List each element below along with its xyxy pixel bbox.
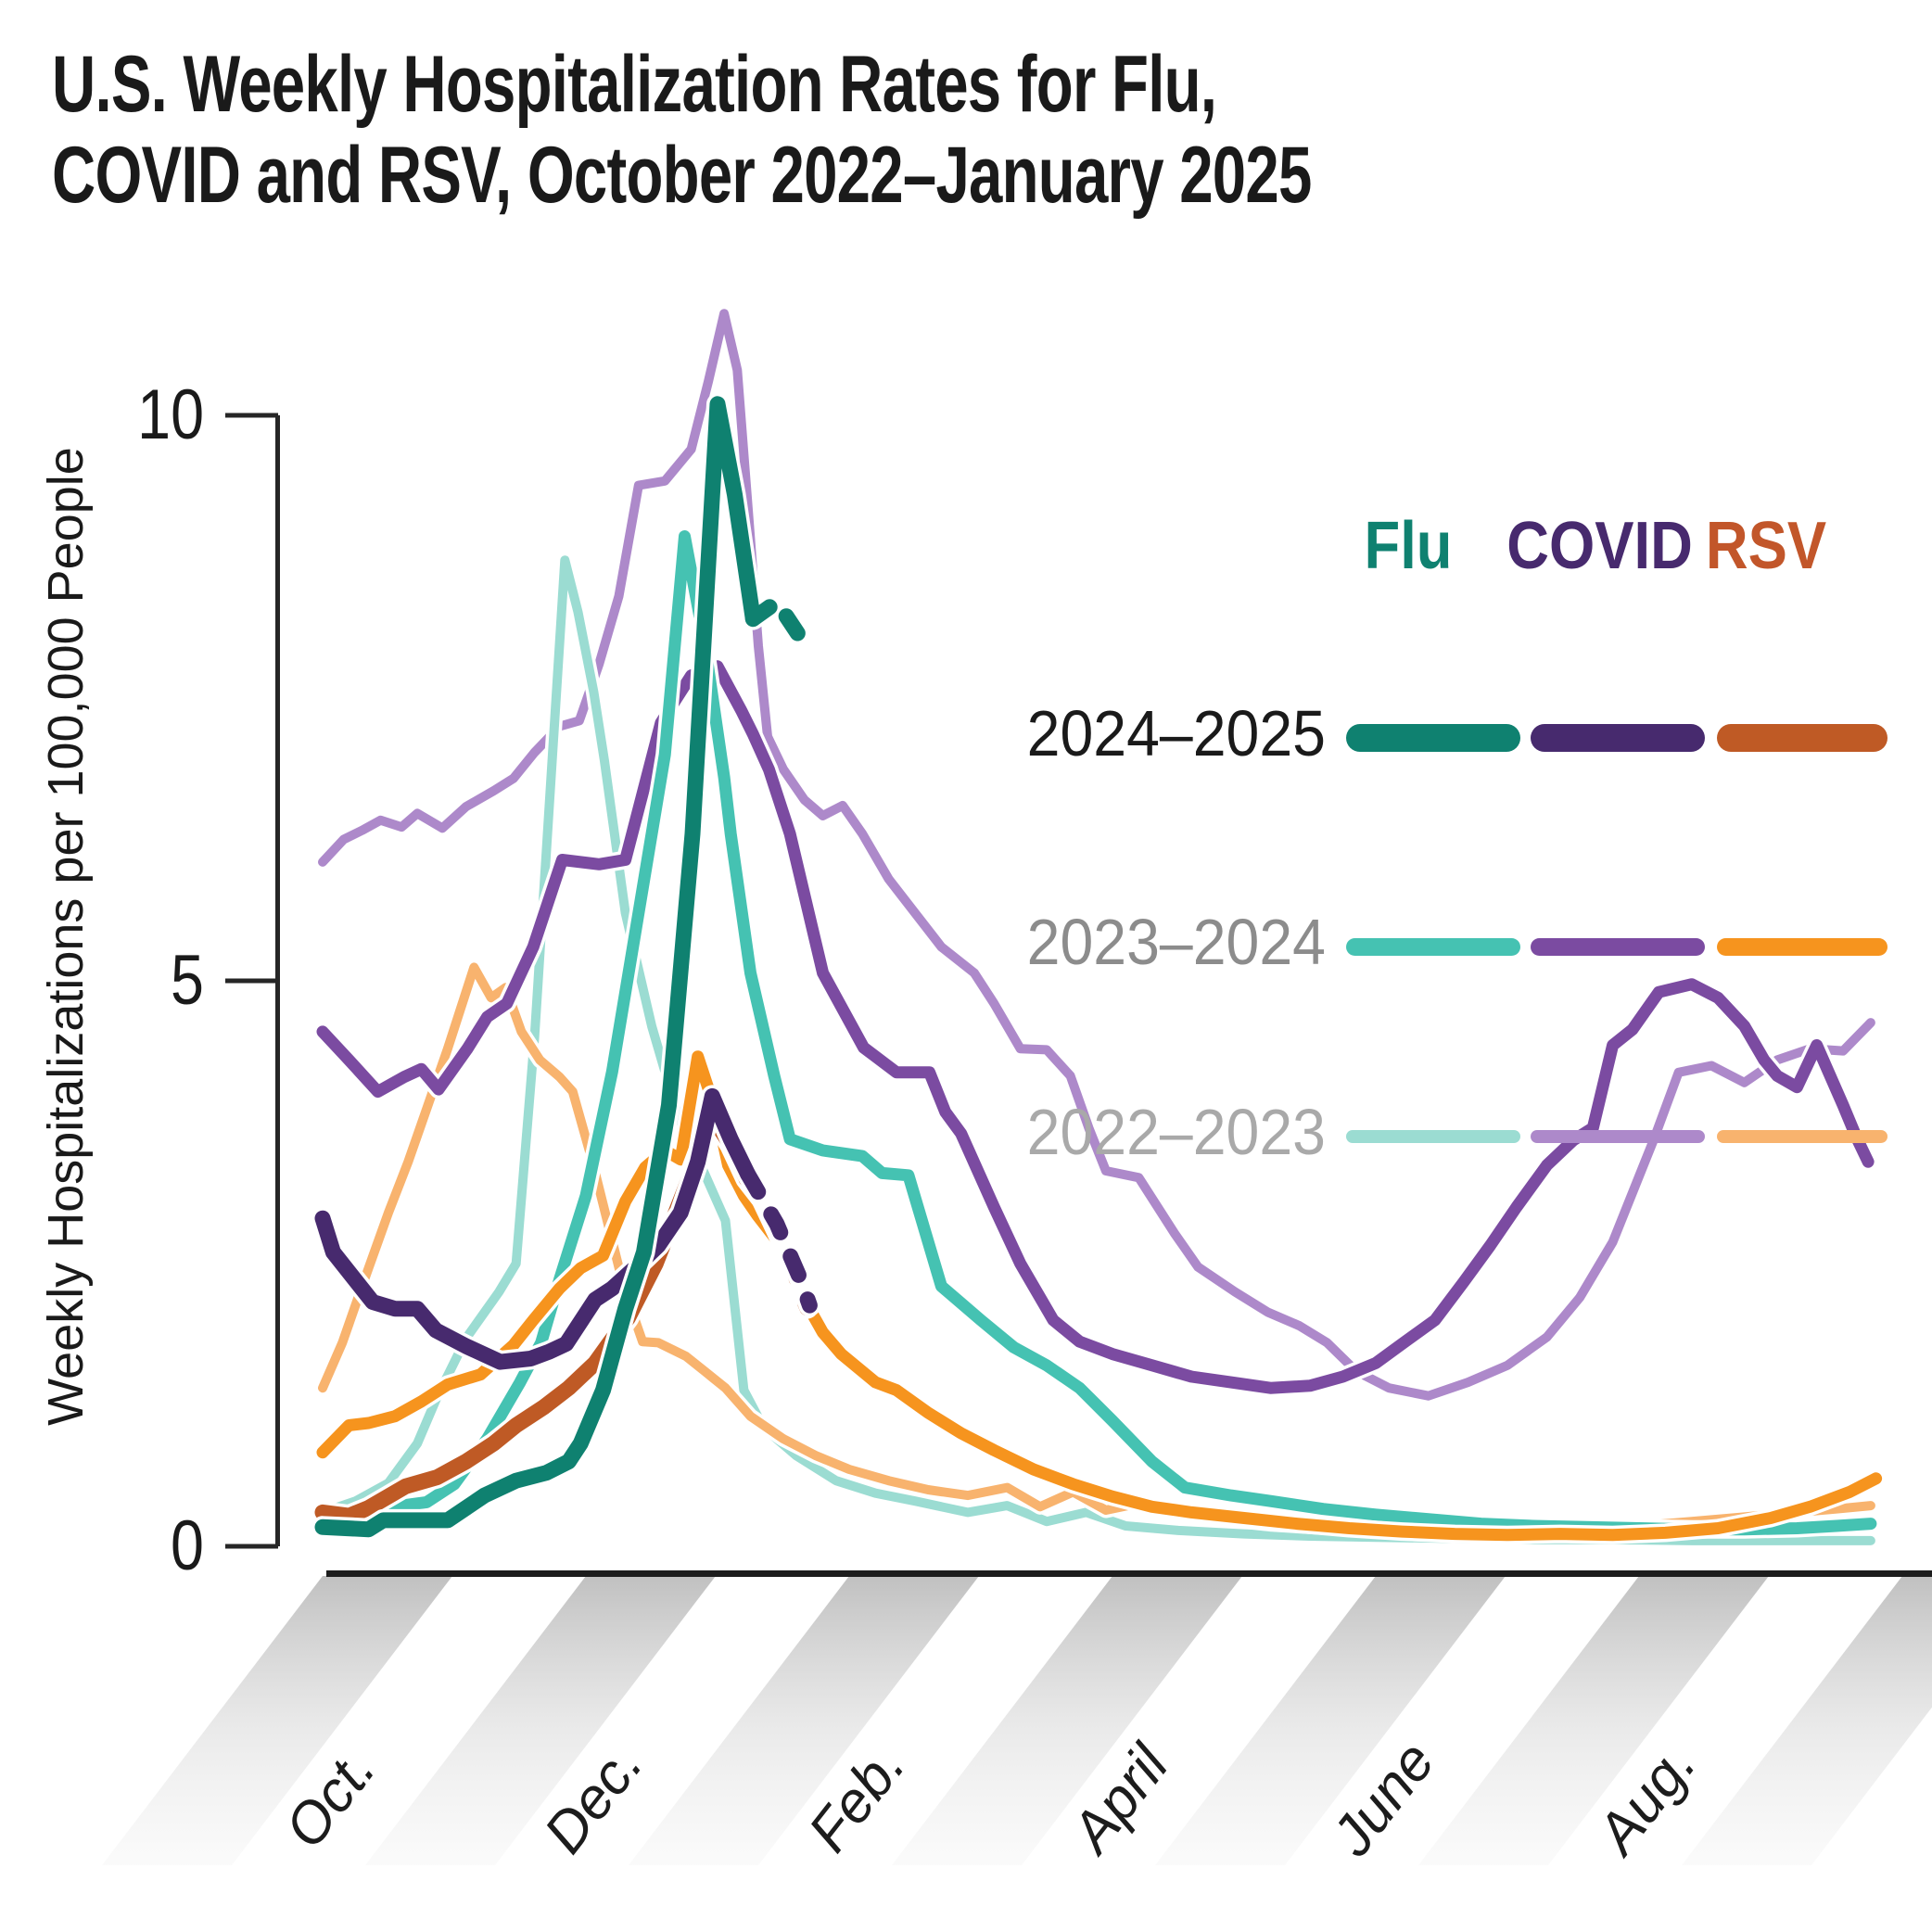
- x-axis-stripe: [1682, 1576, 1932, 1865]
- legend-swatch-covid-2022-2023: [1531, 1130, 1705, 1143]
- legend-row-label-2023-2024: 2023–2024: [1026, 906, 1326, 978]
- legend-swatch-covid-2023-2024: [1531, 937, 1705, 956]
- y-tick-0: 0: [171, 1506, 204, 1585]
- flu-2024-2025-line-preliminary-dashed: [744, 593, 811, 650]
- chart-title-line1: U.S. Weekly Hospitalization Rates for Fl…: [52, 40, 1217, 129]
- y-tick-mark: [225, 1544, 278, 1549]
- flu-2024-2025-line: [314, 396, 761, 1538]
- x-axis-stripe: [892, 1576, 1242, 1865]
- covid-2023-2024-line: [316, 660, 1875, 1394]
- legend-swatch-covid-2024-2025: [1531, 724, 1705, 752]
- legend-header-rsv: RSV: [1705, 509, 1827, 583]
- legend-swatch-rsv-2024-2025: [1717, 724, 1888, 752]
- x-axis-stripe: [1155, 1576, 1506, 1865]
- rsv-2023-2024-line: [316, 1050, 1883, 1542]
- chart-title: U.S. Weekly Hospitalization Rates for Fl…: [52, 39, 1312, 221]
- x-axis-stripe: [102, 1576, 452, 1865]
- y-tick-mark: [225, 978, 278, 984]
- covid-2024-2025-line: [314, 1087, 756, 1370]
- legend-row-label-2024-2025: 2024–2025: [1026, 697, 1326, 769]
- legend-swatch-flu-2022-2023: [1346, 1130, 1520, 1143]
- chart-title-line2: COVID and RSV, October 2022–January 2025: [52, 131, 1312, 220]
- plot-area: [102, 309, 1932, 1865]
- covid-2024-2025-line-preliminary-dashed: [740, 1166, 818, 1314]
- x-axis-stripe: [365, 1576, 716, 1865]
- y-tick-5: 5: [171, 941, 204, 1020]
- covid-2022-2023-line: [318, 309, 1875, 1401]
- x-axis-line: [326, 1570, 1932, 1577]
- chart-figure: U.S. Weekly Hospitalization Rates for Fl…: [38, 39, 1932, 1867]
- y-tick-10: 10: [137, 375, 204, 454]
- x-axis-stripe: [629, 1576, 979, 1865]
- x-axis-stripe: [1418, 1576, 1769, 1865]
- legend-swatch-rsv-2023-2024: [1717, 937, 1888, 956]
- legend-row-label-2022-2023: 2022–2023: [1026, 1096, 1326, 1168]
- legend-swatch-flu-2023-2024: [1346, 937, 1520, 956]
- legend-header-flu: Flu: [1364, 509, 1453, 583]
- y-tick-mark: [225, 413, 278, 418]
- legend: Flu COVID RSV 2024–2025 2023–2024 2022–2…: [1026, 509, 1888, 1168]
- legend-swatch-flu-2024-2025: [1346, 724, 1520, 752]
- legend-swatch-rsv-2022-2023: [1717, 1130, 1888, 1143]
- legend-header-covid: COVID: [1506, 509, 1693, 583]
